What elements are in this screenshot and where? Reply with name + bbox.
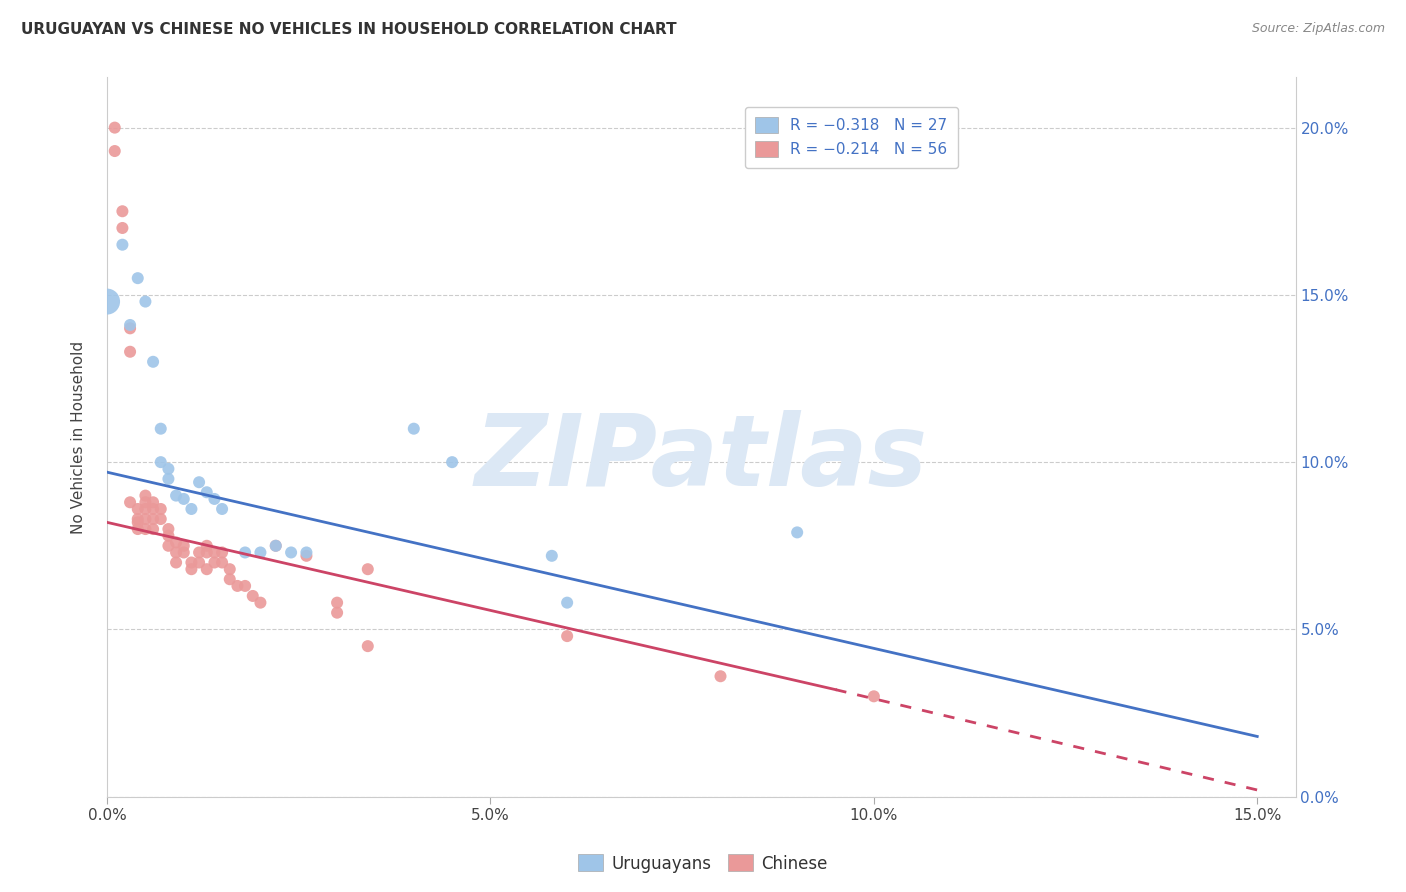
Point <box>157 539 180 553</box>
Point <box>142 502 165 516</box>
Point <box>149 455 172 469</box>
Point <box>204 556 226 570</box>
Point <box>96 294 118 309</box>
Point <box>134 522 156 536</box>
Point <box>180 502 202 516</box>
Point <box>134 502 156 516</box>
Point <box>218 562 240 576</box>
Point <box>211 502 233 516</box>
Point <box>555 629 578 643</box>
Point <box>149 502 172 516</box>
Point <box>326 596 349 610</box>
Point <box>142 522 165 536</box>
Point <box>173 539 195 553</box>
Point <box>295 549 318 563</box>
Point <box>120 344 142 359</box>
Point <box>134 294 156 309</box>
Point <box>357 562 380 576</box>
Point <box>195 562 218 576</box>
Point <box>204 491 226 506</box>
Point <box>120 495 142 509</box>
Point <box>173 545 195 559</box>
Point <box>142 355 165 369</box>
Text: Source: ZipAtlas.com: Source: ZipAtlas.com <box>1251 22 1385 36</box>
Point <box>165 556 187 570</box>
Point <box>165 545 187 559</box>
Point <box>226 579 249 593</box>
Y-axis label: No Vehicles in Household: No Vehicles in Household <box>72 341 86 533</box>
Point <box>157 529 180 543</box>
Point <box>180 556 202 570</box>
Point <box>249 596 271 610</box>
Point <box>863 690 886 704</box>
Point <box>127 516 149 530</box>
Point <box>441 455 464 469</box>
Point <box>264 539 287 553</box>
Point <box>195 545 218 559</box>
Point <box>211 545 233 559</box>
Point <box>555 596 578 610</box>
Point <box>149 512 172 526</box>
Legend: R = −0.318   N = 27, R = −0.214   N = 56: R = −0.318 N = 27, R = −0.214 N = 56 <box>745 107 959 168</box>
Point <box>120 321 142 335</box>
Point <box>134 489 156 503</box>
Point <box>127 522 149 536</box>
Point <box>218 572 240 586</box>
Point <box>180 562 202 576</box>
Point <box>104 120 127 135</box>
Point <box>195 485 218 500</box>
Point <box>165 489 187 503</box>
Point <box>111 237 134 252</box>
Point <box>249 545 271 559</box>
Point <box>264 539 287 553</box>
Point <box>242 589 264 603</box>
Point <box>540 549 562 563</box>
Point <box>188 545 211 559</box>
Point <box>127 271 149 285</box>
Point <box>157 472 180 486</box>
Point <box>402 422 425 436</box>
Point <box>157 522 180 536</box>
Text: ZIPatlas: ZIPatlas <box>475 410 928 508</box>
Point <box>104 144 127 158</box>
Point <box>195 539 218 553</box>
Point <box>786 525 808 540</box>
Point <box>134 495 156 509</box>
Point <box>233 545 256 559</box>
Point <box>326 606 349 620</box>
Text: URUGUAYAN VS CHINESE NO VEHICLES IN HOUSEHOLD CORRELATION CHART: URUGUAYAN VS CHINESE NO VEHICLES IN HOUS… <box>21 22 676 37</box>
Point <box>188 475 211 490</box>
Point <box>709 669 731 683</box>
Legend: Uruguayans, Chinese: Uruguayans, Chinese <box>571 847 835 880</box>
Point <box>142 512 165 526</box>
Point <box>149 422 172 436</box>
Point <box>111 204 134 219</box>
Point <box>357 639 380 653</box>
Point <box>142 495 165 509</box>
Point <box>111 221 134 235</box>
Point <box>134 512 156 526</box>
Point <box>280 545 302 559</box>
Point <box>173 491 195 506</box>
Point <box>127 512 149 526</box>
Point <box>120 318 142 332</box>
Point <box>127 502 149 516</box>
Point <box>157 462 180 476</box>
Point <box>188 556 211 570</box>
Point <box>295 545 318 559</box>
Point <box>204 545 226 559</box>
Point <box>233 579 256 593</box>
Point <box>211 556 233 570</box>
Point <box>165 535 187 549</box>
